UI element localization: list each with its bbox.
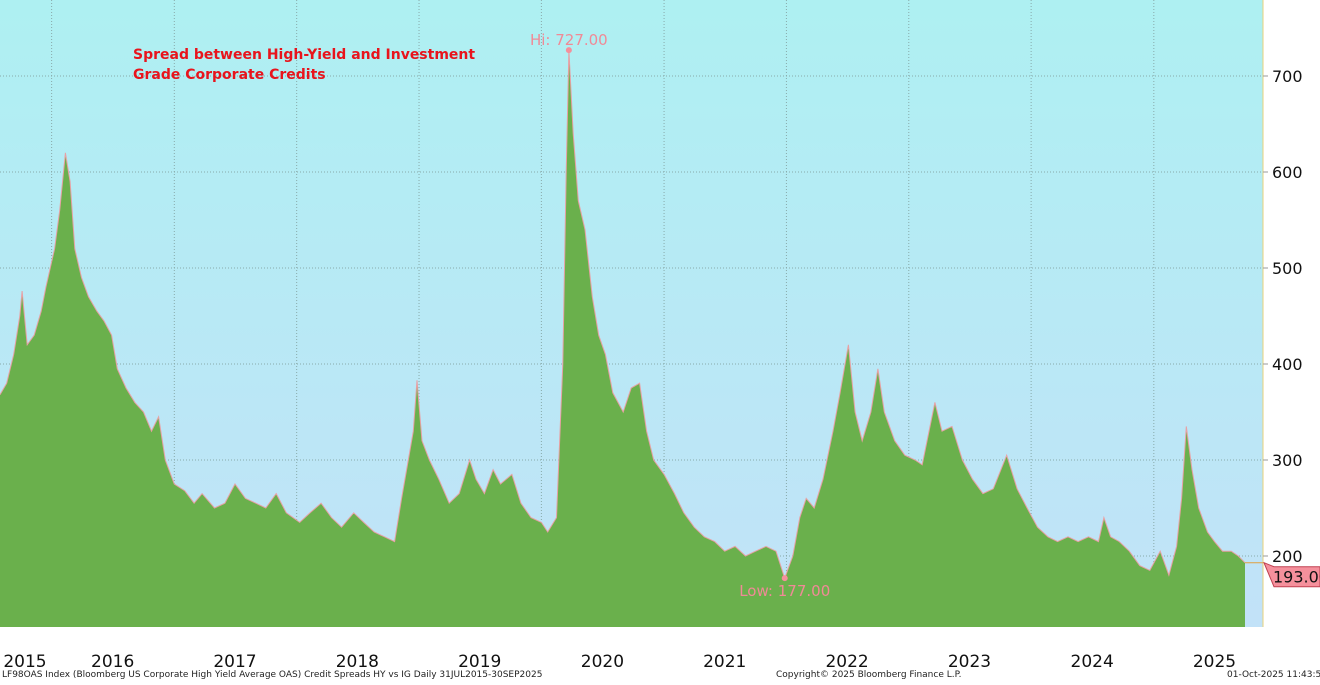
spread-area <box>0 50 1245 628</box>
y-axis: 200 300 400 500 600 700 <box>1263 67 1303 566</box>
x-tick-label: 2015 <box>3 652 46 670</box>
low-label: Low: 177.00 <box>739 582 830 600</box>
x-tick-label: 2017 <box>213 652 256 670</box>
last-value-tag <box>1263 561 1320 588</box>
last-value-label: 193.00 <box>1273 568 1320 587</box>
chart-title-line-1: Spread between High-Yield and Investment <box>133 47 475 63</box>
high-marker <box>565 47 572 54</box>
y-tick-label: 500 <box>1272 259 1303 278</box>
x-tick-label: 2019 <box>458 652 501 670</box>
x-tick-label: 2025 <box>1193 652 1236 670</box>
spread-line <box>0 50 1246 580</box>
y-tick-label: 300 <box>1272 451 1303 470</box>
x-tick-label: 2024 <box>1071 652 1114 670</box>
timestamp: 01-Oct-2025 11:43:55 <box>1227 670 1320 680</box>
source-note: LF98OAS Index (Bloomberg US Corporate Hi… <box>2 670 543 680</box>
x-tick-label: 2022 <box>825 652 868 670</box>
y-tick-label: 700 <box>1272 67 1303 86</box>
x-tick-label: 2016 <box>91 652 134 670</box>
x-tick-label: 2018 <box>336 652 379 670</box>
chart-title-line-2: Grade Corporate Credits <box>133 67 326 83</box>
y-tick-label: 600 <box>1272 163 1303 182</box>
x-tick-label: 2020 <box>581 652 624 670</box>
low-marker <box>781 575 788 582</box>
high-label: Hi: 727.00 <box>530 31 608 49</box>
y-tick-label: 200 <box>1272 547 1303 566</box>
annotations: Hi: 727.00 Low: 177.00 193.00 <box>530 31 1320 600</box>
y-tick-label: 400 <box>1272 355 1303 374</box>
x-axis: 2015 2016 2017 2018 2019 2020 2021 2022 2023 2024… <box>3 652 1236 670</box>
x-tick-label: 2023 <box>948 652 991 670</box>
x-tick-label: 2021 <box>703 652 746 670</box>
copyright-note: Copyright© 2025 Bloomberg Finance L.P. <box>776 670 962 680</box>
